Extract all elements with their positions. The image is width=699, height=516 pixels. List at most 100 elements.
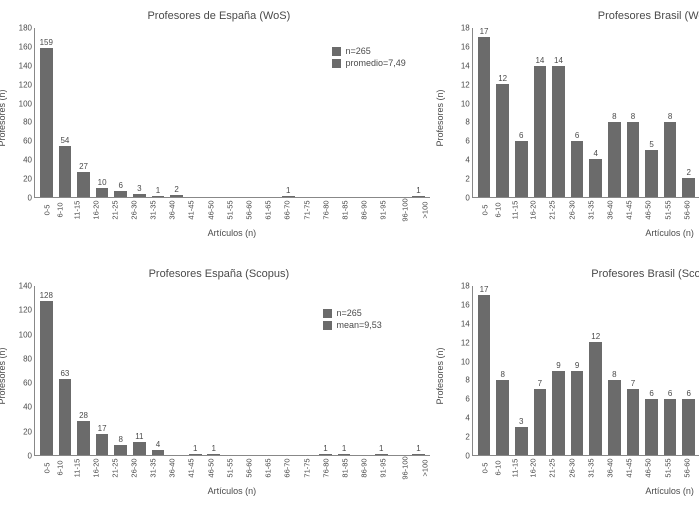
- x-axis-label: Artículos (n): [472, 228, 699, 238]
- bar: [77, 172, 90, 197]
- bar: [189, 454, 202, 455]
- bar-value-label: 6: [119, 181, 123, 190]
- bar: [664, 399, 677, 455]
- bar-value-label: 1: [156, 186, 160, 195]
- bar: [627, 389, 640, 455]
- bar: [478, 295, 491, 455]
- bar-slot: 10: [93, 28, 112, 197]
- legend-mean-text: promedio=7,49: [345, 58, 405, 68]
- legend-mean: mean=9,53: [323, 320, 381, 330]
- bar: [96, 434, 109, 455]
- y-tick: 2: [465, 175, 469, 184]
- chart-area: Profesores (n)02468101214161817126141464…: [446, 28, 699, 198]
- bar: [496, 84, 509, 197]
- bar-slot: 128: [37, 286, 56, 455]
- bar-value-label: 11: [135, 432, 143, 441]
- y-tick: 0: [28, 452, 32, 461]
- bar-value-label: 28: [79, 411, 88, 420]
- bar: [375, 454, 388, 455]
- bar-slot: 1: [149, 28, 168, 197]
- bar: [571, 141, 584, 197]
- bar-slot: [186, 28, 205, 197]
- y-axis: Profesores (n)024681012141618: [446, 286, 472, 456]
- bar-slot: [391, 286, 410, 455]
- y-axis-label: Profesores (n): [435, 89, 445, 146]
- bar: [133, 442, 146, 455]
- bar: [77, 421, 90, 455]
- bar-value-label: 14: [554, 56, 563, 65]
- bar-slot: [223, 28, 242, 197]
- y-tick: 8: [465, 376, 469, 385]
- bar-value-label: 6: [668, 389, 672, 398]
- bar-slot: [167, 286, 186, 455]
- y-tick: 160: [19, 42, 32, 51]
- y-tick: 18: [461, 24, 470, 33]
- bar-value-label: 54: [60, 136, 69, 145]
- legend-n-text: n=265: [345, 46, 370, 56]
- panel-3: Profesores Brasil (Scopus) Profesores (n)…: [438, 258, 699, 516]
- bar-slot: 3: [512, 286, 531, 455]
- legend-swatch-icon: [332, 47, 341, 56]
- bar-value-label: 1: [323, 444, 327, 453]
- y-tick: 140: [19, 282, 32, 291]
- bar-slot: 11: [130, 286, 149, 455]
- bar-slot: 1: [204, 286, 223, 455]
- y-tick: 2: [465, 433, 469, 442]
- x-tick: 56-60: [681, 200, 699, 219]
- bar-slot: 6: [661, 286, 680, 455]
- bar-value-label: 1: [416, 444, 420, 453]
- bar-value-label: 2: [174, 185, 178, 194]
- legend-mean-text: mean=9,53: [336, 320, 381, 330]
- x-axis: 0-56-1011-1516-2021-2526-3031-3536-4041-…: [34, 456, 430, 484]
- bar-slot: 7: [624, 286, 643, 455]
- bar: [664, 122, 677, 197]
- plot-area: 178379912876664641245n=108mean=37,72: [472, 286, 699, 456]
- legend-n: n=265: [323, 308, 381, 318]
- bar-value-label: 6: [649, 389, 653, 398]
- legend-mean: promedio=7,49: [332, 58, 405, 68]
- bar-slot: 12: [586, 286, 605, 455]
- y-axis: Profesores (n)020406080100120140: [8, 286, 34, 456]
- bar-value-label: 8: [612, 112, 616, 121]
- bar-value-label: 1: [286, 186, 290, 195]
- y-tick: 0: [465, 194, 469, 203]
- bar-value-label: 2: [687, 168, 691, 177]
- x-axis: 0-56-1011-1516-2021-2526-3031-3536-4041-…: [472, 456, 699, 484]
- bar-value-label: 5: [649, 140, 653, 149]
- bar-slot: 9: [568, 286, 587, 455]
- bar-value-label: 9: [556, 361, 560, 370]
- bar: [496, 380, 509, 455]
- bar-value-label: 10: [98, 178, 107, 187]
- bar: [338, 454, 351, 455]
- bar-slot: [260, 286, 279, 455]
- chart-title: Profesores Brasil (Scopus): [446, 268, 699, 280]
- chart-title: Profesores de España (WoS): [8, 10, 430, 22]
- bar-value-label: 12: [591, 332, 600, 341]
- bar-slot: 6: [512, 28, 531, 197]
- bar-slot: [242, 286, 261, 455]
- bar: [534, 66, 547, 197]
- bar-slot: 8: [624, 28, 643, 197]
- panel-1: Profesores Brasil (WoS)Profesores (n)024…: [438, 0, 699, 258]
- bar-value-label: 1: [212, 444, 216, 453]
- bar-slot: 6: [568, 28, 587, 197]
- bar-slot: 17: [475, 28, 494, 197]
- bar: [59, 146, 72, 197]
- bar-slot: 8: [605, 286, 624, 455]
- bar-value-label: 14: [535, 56, 544, 65]
- y-axis-label: Profesores (n): [0, 347, 7, 404]
- bar-value-label: 4: [593, 149, 597, 158]
- y-tick: 4: [465, 156, 469, 165]
- bar: [552, 66, 565, 197]
- bar: [282, 196, 295, 197]
- bar: [515, 427, 528, 455]
- bar-slot: 159: [37, 28, 56, 197]
- bar-value-label: 3: [137, 184, 141, 193]
- y-tick: 100: [19, 99, 32, 108]
- bar-value-label: 7: [538, 379, 542, 388]
- bar-value-label: 7: [631, 379, 635, 388]
- y-axis-label: Profesores (n): [0, 89, 7, 146]
- bar-slot: 3: [130, 28, 149, 197]
- bar-slot: 1: [186, 286, 205, 455]
- bars-container: 1712614146488582221216: [473, 28, 699, 197]
